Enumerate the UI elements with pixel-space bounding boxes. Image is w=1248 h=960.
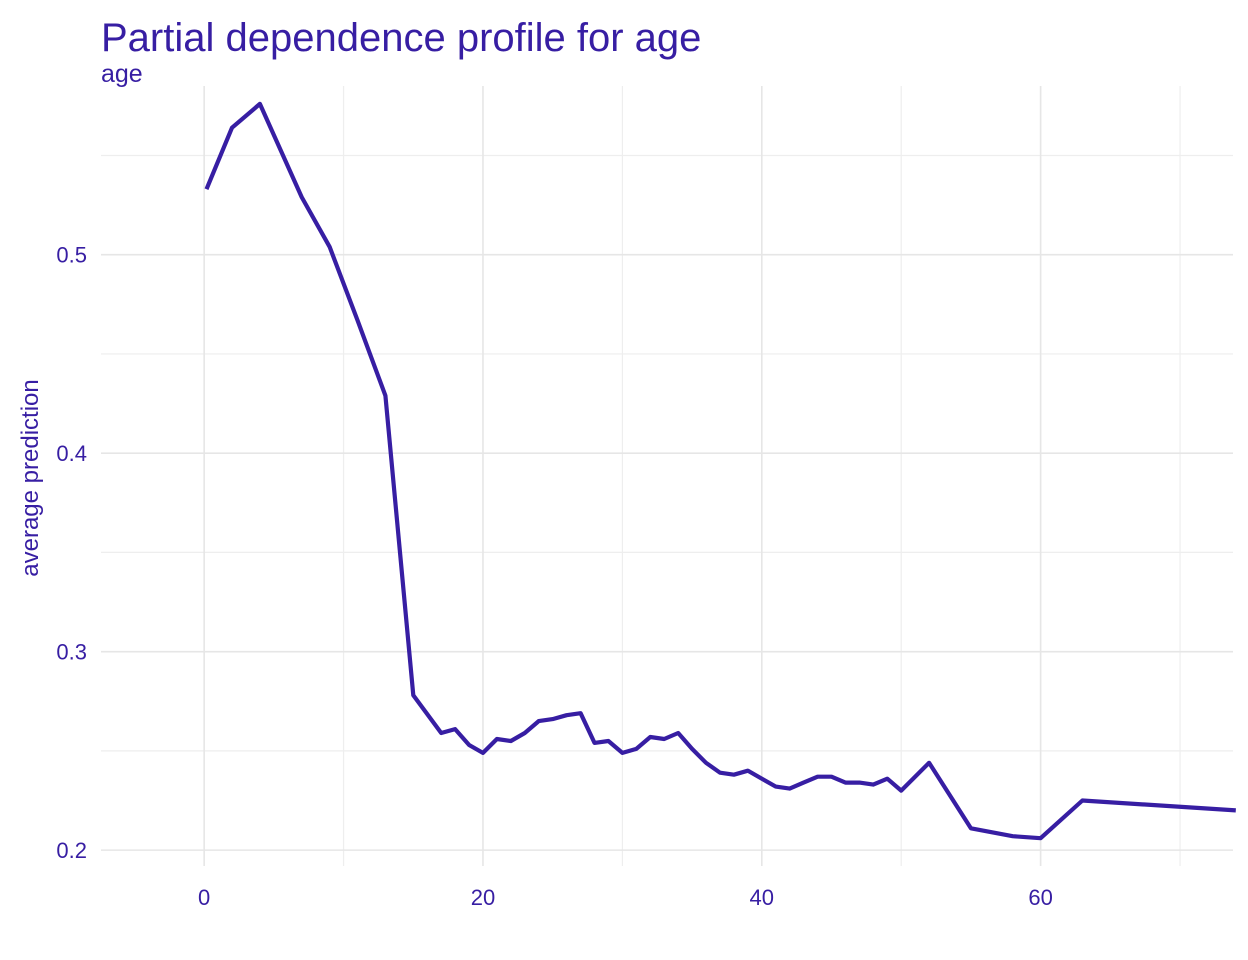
y-axis-title: average prediction [17,379,44,576]
major-gridlines [101,86,1233,866]
chart-subtitle: age [101,60,143,88]
chart-title: Partial dependence profile for age [101,16,701,60]
y-tick-label: 0.4 [56,441,87,466]
y-tick-label: 0.3 [56,640,87,665]
x-tick-label: 20 [471,885,495,910]
x-axis-tick-labels: 0 20 40 60 [198,885,1053,910]
y-tick-label: 0.2 [56,838,87,863]
x-tick-label: 60 [1028,885,1052,910]
x-tick-label: 40 [750,885,774,910]
x-tick-label: 0 [198,885,210,910]
y-tick-label: 0.5 [56,243,87,268]
series-lines [204,101,1236,841]
series-line [204,101,1236,841]
minor-gridlines [101,86,1233,866]
y-axis-tick-labels: 0.2 0.3 0.4 0.5 [56,243,87,863]
